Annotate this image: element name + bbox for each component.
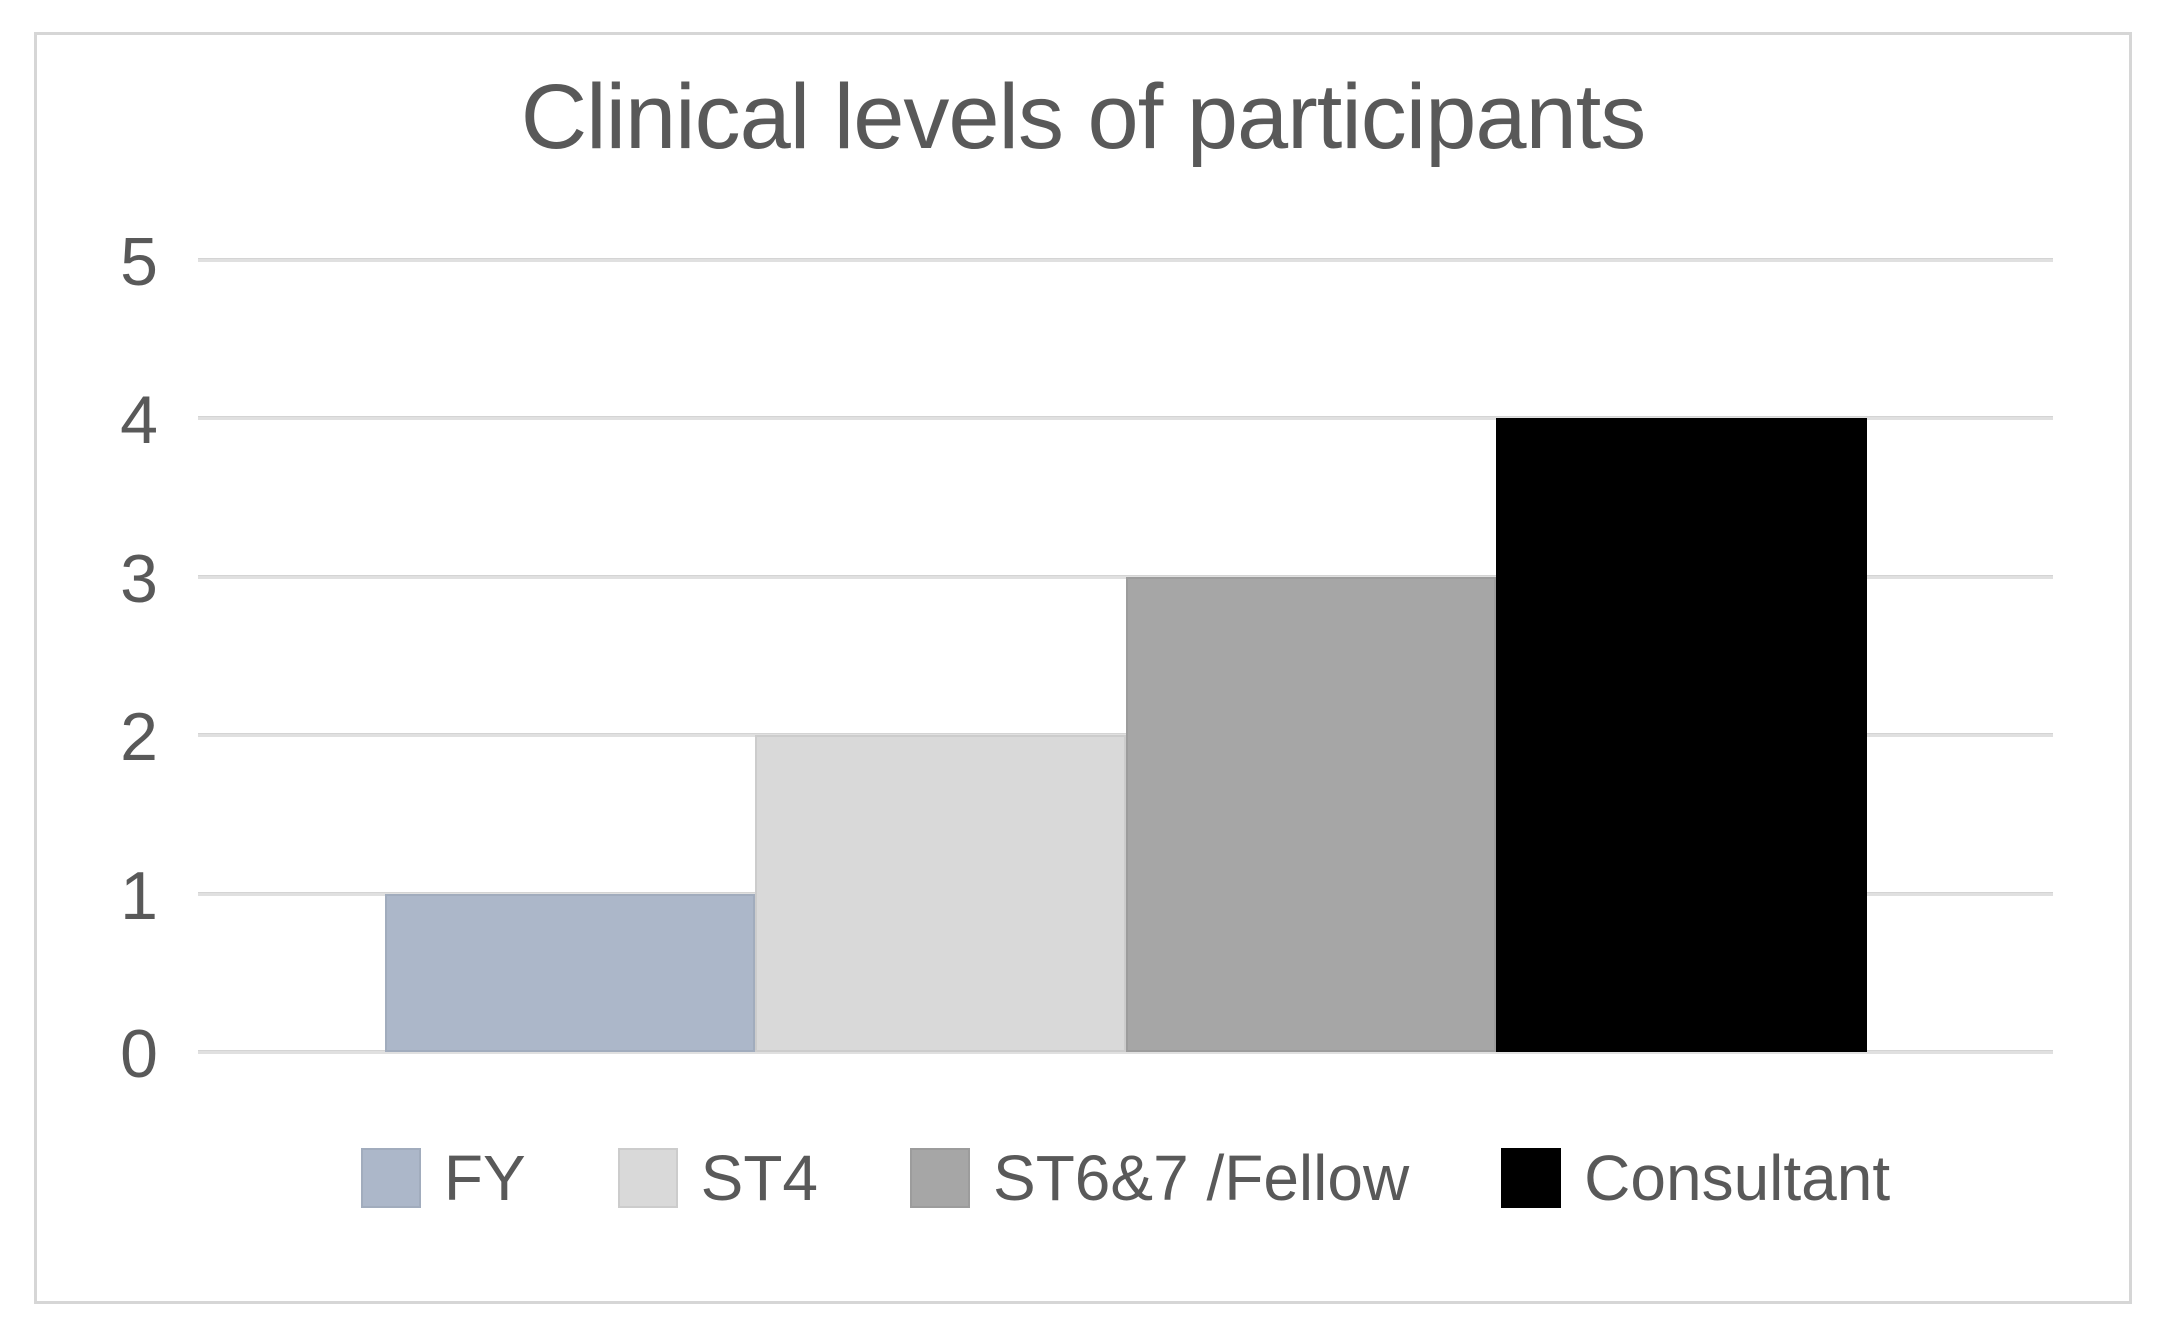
gridline-y-4 [198, 416, 2053, 421]
y-axis-tick-label-1: 1 [120, 857, 158, 934]
legend-item-st4: ST4 [617, 1142, 819, 1214]
legend-label-fy: FY [443, 1142, 526, 1214]
legend-swatch-st4 [617, 1148, 678, 1208]
legend-swatch-consultant [1501, 1148, 1562, 1208]
legend-item-st6-7-fellow: ST6&7 /Fellow [910, 1146, 1409, 1210]
legend-label-consultant: Consultant [1584, 1142, 1891, 1214]
legend-label-st4: ST4 [700, 1142, 819, 1214]
legend-swatch-fy [360, 1148, 421, 1208]
y-axis-tick-label-4: 4 [120, 382, 158, 459]
y-axis-tick-label-5: 5 [120, 224, 158, 300]
legend: FY ST4 ST6&7 /Fellow Consultant [198, 1146, 2053, 1210]
legend-label-st6-7-fellow: ST6&7 /Fellow [993, 1142, 1410, 1214]
bar-consultant [1496, 418, 1867, 1052]
y-axis-tick-label-3: 3 [120, 540, 158, 617]
chart-container: Clinical levels of participants 0 1 2 3 4 5 F… [34, 32, 2132, 1304]
legend-item-fy: FY [360, 1142, 526, 1214]
y-axis-tick-label-2: 2 [120, 699, 158, 776]
bar-st4 [755, 735, 1126, 1052]
legend-item-consultant: Consultant [1501, 1146, 1890, 1210]
bar-fy [384, 893, 755, 1052]
bar-st6-7-fellow [1125, 576, 1496, 1052]
chart-title: Clinical levels of participants [520, 66, 1647, 168]
y-axis-tick-label-0: 0 [120, 1016, 158, 1092]
legend-swatch-st6-7-fellow [910, 1148, 971, 1208]
gridline-y-3 [198, 574, 2053, 579]
gridline-y-5 [198, 258, 2053, 262]
